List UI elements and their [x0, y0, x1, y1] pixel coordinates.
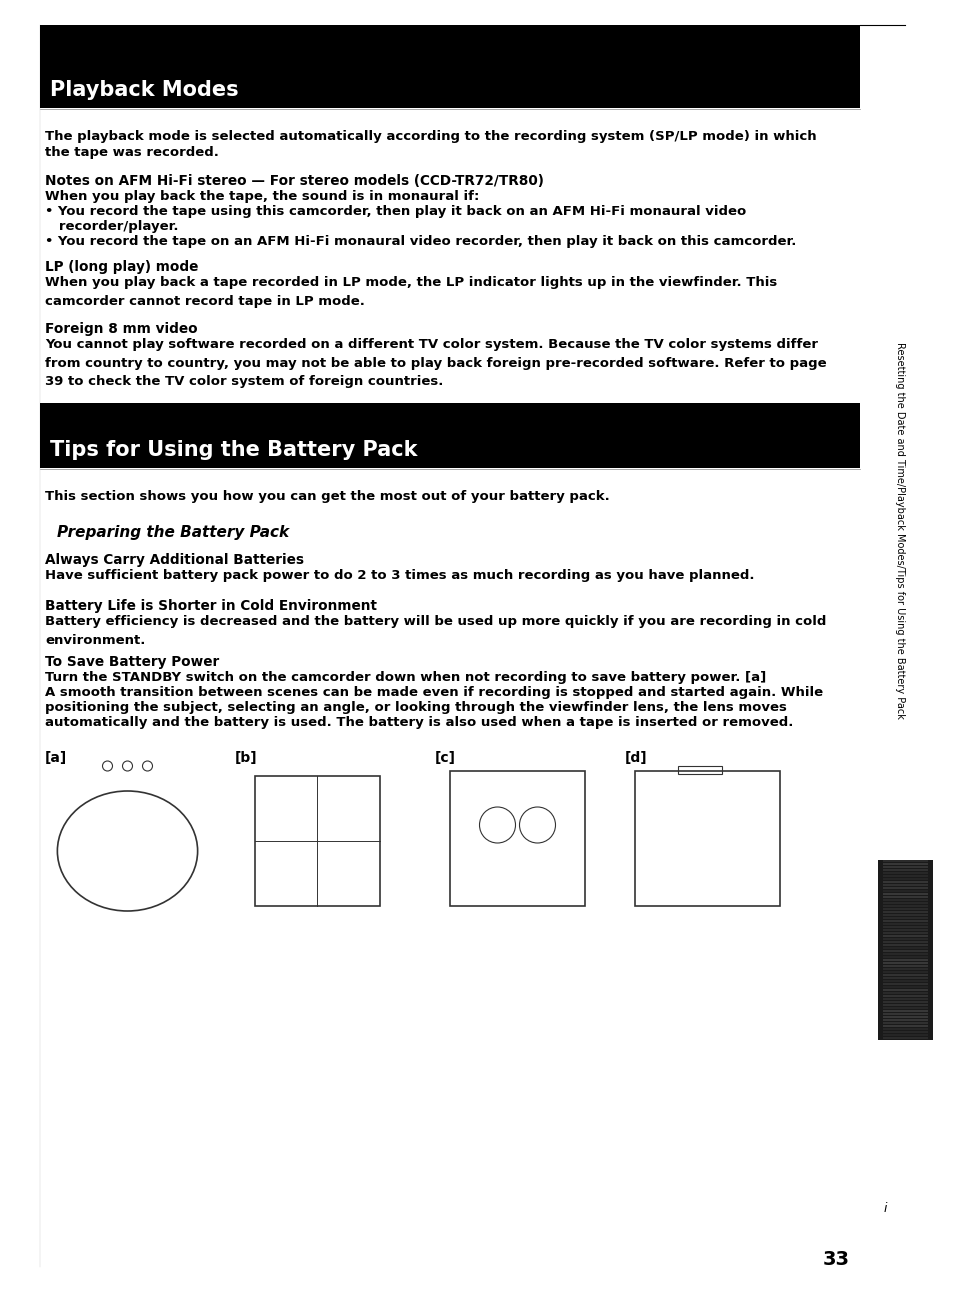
Bar	[882, 983, 927, 984]
Bar	[882, 890, 927, 891]
Bar	[882, 872, 927, 873]
Bar	[882, 947, 927, 948]
Bar	[882, 962, 927, 964]
Text: This section shows you how you can get the most out of your battery pack.: This section shows you how you can get t…	[45, 490, 609, 503]
Bar	[882, 935, 927, 936]
Bar	[882, 1029, 927, 1030]
Bar	[877, 860, 932, 1040]
Text: [a]: [a]	[45, 751, 67, 765]
Bar	[882, 885, 927, 886]
Bar	[450, 770, 584, 907]
Bar	[882, 938, 927, 939]
Bar	[635, 770, 780, 907]
Text: Tips for Using the Battery Pack: Tips for Using the Battery Pack	[50, 440, 417, 460]
Text: Battery Life is Shorter in Cold Environment: Battery Life is Shorter in Cold Environm…	[45, 599, 376, 613]
Text: [c]: [c]	[435, 751, 456, 765]
Bar	[40, 403, 859, 468]
Bar	[882, 905, 927, 907]
Bar	[882, 908, 927, 909]
Bar	[882, 992, 927, 994]
Bar	[882, 1025, 927, 1026]
Bar	[882, 958, 927, 961]
Bar	[882, 914, 927, 916]
Bar	[882, 1004, 927, 1005]
Bar	[882, 977, 927, 978]
Bar	[882, 1022, 927, 1023]
Bar	[882, 929, 927, 930]
Text: [d]: [d]	[624, 751, 647, 765]
Bar	[882, 860, 927, 861]
Bar	[678, 767, 721, 774]
Bar	[882, 1001, 927, 1003]
Bar	[882, 944, 927, 946]
Bar	[882, 875, 927, 877]
Bar	[882, 896, 927, 898]
Bar	[882, 971, 927, 973]
Bar	[882, 995, 927, 996]
Text: Playback Modes: Playback Modes	[50, 80, 238, 100]
Text: the tape was recorded.: the tape was recorded.	[45, 147, 218, 160]
Bar	[882, 887, 927, 888]
Bar	[882, 1038, 927, 1039]
Bar	[882, 1031, 927, 1032]
Bar	[882, 1006, 927, 1009]
Text: Notes on AFM Hi-Fi stereo — For stereo models (CCD-TR72/TR80): Notes on AFM Hi-Fi stereo — For stereo m…	[45, 174, 543, 188]
Text: • You record the tape on an AFM Hi-Fi monaural video recorder, then play it back: • You record the tape on an AFM Hi-Fi mo…	[45, 235, 796, 248]
Text: You cannot play software recorded on a different TV color system. Because the TV: You cannot play software recorded on a d…	[45, 339, 825, 388]
Bar	[882, 881, 927, 882]
Text: • You record the tape using this camcorder, then play it back on an AFM Hi-Fi mo: • You record the tape using this camcord…	[45, 205, 745, 218]
Bar	[882, 968, 927, 969]
Text: Preparing the Battery Pack: Preparing the Battery Pack	[57, 525, 289, 540]
Bar	[882, 1019, 927, 1021]
Text: The playback mode is selected automatically according to the recording system (S: The playback mode is selected automatica…	[45, 130, 816, 143]
Text: Turn the STANDBY switch on the camcorder down when not recording to save battery: Turn the STANDBY switch on the camcorder…	[45, 671, 765, 684]
Text: [b]: [b]	[234, 751, 257, 765]
Bar	[40, 25, 859, 108]
Bar	[882, 953, 927, 955]
Bar	[882, 990, 927, 991]
Text: 33: 33	[822, 1250, 849, 1268]
Text: To Save Battery Power: To Save Battery Power	[45, 655, 219, 669]
Bar	[882, 1016, 927, 1018]
Bar	[882, 1013, 927, 1014]
Text: Foreign 8 mm video: Foreign 8 mm video	[45, 322, 197, 336]
Bar	[882, 917, 927, 918]
Text: automatically and the battery is used. The battery is also used when a tape is i: automatically and the battery is used. T…	[45, 716, 793, 729]
Bar	[882, 942, 927, 943]
Bar	[254, 776, 379, 907]
Text: recorder/player.: recorder/player.	[45, 220, 178, 233]
Text: Resetting the Date and Time/Playback Modes/Tips for Using the Battery Pack: Resetting the Date and Time/Playback Mod…	[895, 341, 904, 719]
Bar	[882, 901, 927, 904]
Bar	[882, 1034, 927, 1035]
Bar	[882, 866, 927, 868]
Bar	[882, 926, 927, 927]
Bar	[882, 869, 927, 870]
Bar	[882, 981, 927, 982]
Bar	[882, 1010, 927, 1012]
Text: i: i	[882, 1202, 886, 1215]
Text: Battery efficiency is decreased and the battery will be used up more quickly if : Battery efficiency is decreased and the …	[45, 615, 825, 646]
Bar	[882, 965, 927, 966]
Bar	[882, 920, 927, 921]
Bar	[882, 863, 927, 865]
Text: positioning the subject, selecting an angle, or looking through the viewfinder l: positioning the subject, selecting an an…	[45, 700, 786, 715]
Text: LP (long play) mode: LP (long play) mode	[45, 259, 198, 274]
Bar	[882, 894, 927, 895]
Bar	[882, 956, 927, 957]
Bar	[882, 986, 927, 987]
Text: When you play back the tape, the sound is in monaural if:: When you play back the tape, the sound i…	[45, 189, 478, 204]
Bar	[882, 949, 927, 952]
Text: When you play back a tape recorded in LP mode, the LP indicator lights up in the: When you play back a tape recorded in LP…	[45, 276, 777, 307]
Bar	[882, 974, 927, 975]
Bar	[882, 910, 927, 913]
Bar	[882, 878, 927, 879]
Bar	[882, 923, 927, 925]
Text: Always Carry Additional Batteries: Always Carry Additional Batteries	[45, 553, 304, 567]
Bar	[882, 899, 927, 900]
Text: Have sufficient battery pack power to do 2 to 3 times as much recording as you h: Have sufficient battery pack power to do…	[45, 569, 754, 582]
Bar	[882, 933, 927, 934]
Text: A smooth transition between scenes can be made even if recording is stopped and : A smooth transition between scenes can b…	[45, 686, 822, 699]
Bar	[882, 997, 927, 1000]
